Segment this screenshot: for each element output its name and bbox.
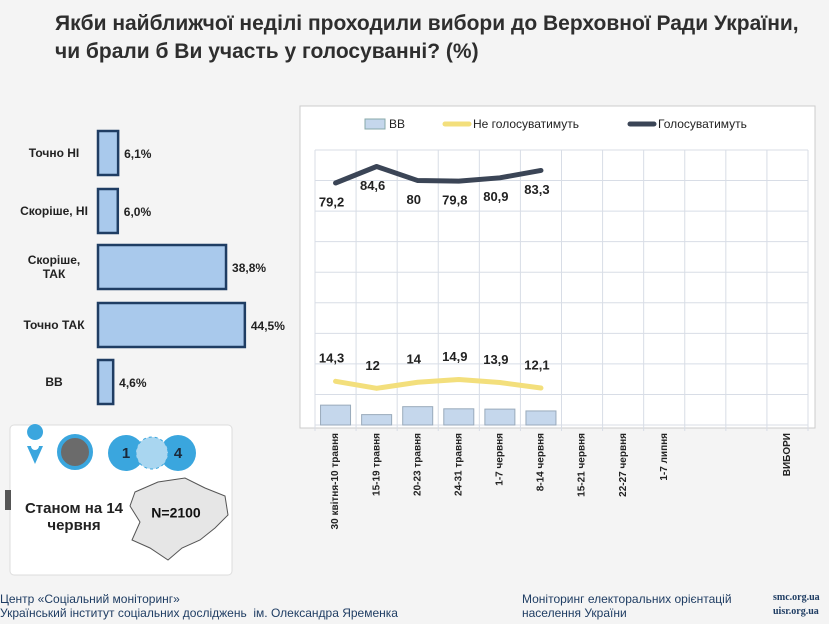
value-label: 14,3 [319, 351, 344, 366]
value-label: 84,6 [360, 178, 385, 193]
x-tick-label: 15-21 червня [577, 433, 588, 497]
x-tick-label: 24-31 травня [453, 433, 464, 496]
legend-label: ВВ [389, 117, 405, 131]
value-label: 6,1% [124, 147, 152, 161]
value-label: 79,2 [319, 194, 344, 209]
bar [96, 129, 120, 177]
circle-mid [135, 436, 169, 470]
bar [484, 408, 516, 426]
bar [96, 187, 120, 235]
bar [96, 358, 115, 406]
value-label: 80 [406, 192, 420, 207]
value-label: 79,8 [442, 193, 467, 208]
value-label: 83,3 [524, 182, 549, 197]
value-label: 4,6% [119, 376, 147, 390]
category-label: ВВ [45, 375, 63, 389]
title: Якби найближчої неділі проходили вибори … [55, 12, 799, 63]
x-tick-label: 30 квітня-10 травня [330, 433, 341, 530]
card-date: Станом на 14 червня [24, 500, 124, 534]
footer-org: Центр «Соціальний моніторинг» [0, 592, 180, 606]
x-tick-label: 22-27 червня [618, 433, 629, 497]
footer-site: uisr.org.ua [773, 606, 819, 617]
marker-label: 1 [122, 445, 130, 462]
bar [96, 243, 228, 291]
value-label: 38,8% [232, 261, 266, 275]
line [333, 164, 544, 186]
x-tick-label: 1-7 липня [659, 433, 670, 481]
category-label: Скоріше, НІ [20, 204, 88, 218]
x-tick-label: 20-23 травня [412, 433, 423, 496]
value-label: 80,9 [483, 189, 508, 204]
bar [525, 410, 557, 426]
bar [443, 408, 475, 426]
x-tick-label: 1-7 червня [495, 433, 506, 486]
x-tick-label: 8-14 червня [536, 433, 547, 491]
category-label: Точно ТАК [23, 318, 85, 332]
footer-site: smc.org.ua [773, 592, 820, 603]
value-label: 12 [365, 358, 379, 373]
x-tick-label: ВИБОРИ [782, 433, 793, 476]
legend-swatch [364, 118, 386, 130]
bar [320, 404, 352, 426]
bar [96, 301, 247, 349]
footer-project: Моніторинг електоральних орієнтацій насе… [522, 592, 732, 620]
value-label: 14 [406, 352, 421, 367]
map-shape [129, 477, 229, 561]
pin-icon [27, 424, 44, 464]
circle-a [108, 435, 144, 471]
value-label: 44,5% [251, 319, 285, 333]
clip [5, 490, 11, 510]
value-label: 6,0% [124, 205, 152, 219]
category-label: Точно НІ [28, 146, 80, 160]
category-label: Скоріше, ТАК [27, 253, 81, 281]
bar [402, 406, 434, 426]
marker-label: 4 [174, 445, 183, 462]
value-label: 12,1 [524, 357, 549, 372]
legend-label: Голосуватимуть [658, 117, 747, 131]
bar [361, 414, 393, 426]
line [333, 376, 544, 391]
pin-hole [31, 442, 39, 450]
footer-institute: Український інститут соціальних дослідже… [0, 606, 398, 620]
x-tick-label: 15-19 травня [371, 433, 382, 496]
card-sample: N=2100 [151, 505, 201, 521]
circle-icon [57, 434, 93, 470]
plot-frame [299, 105, 816, 429]
value-label: 13,9 [483, 352, 508, 367]
legend-label: Не голосуватимуть [473, 117, 579, 131]
value-label: 14,9 [442, 349, 467, 364]
circle-b [160, 435, 196, 471]
